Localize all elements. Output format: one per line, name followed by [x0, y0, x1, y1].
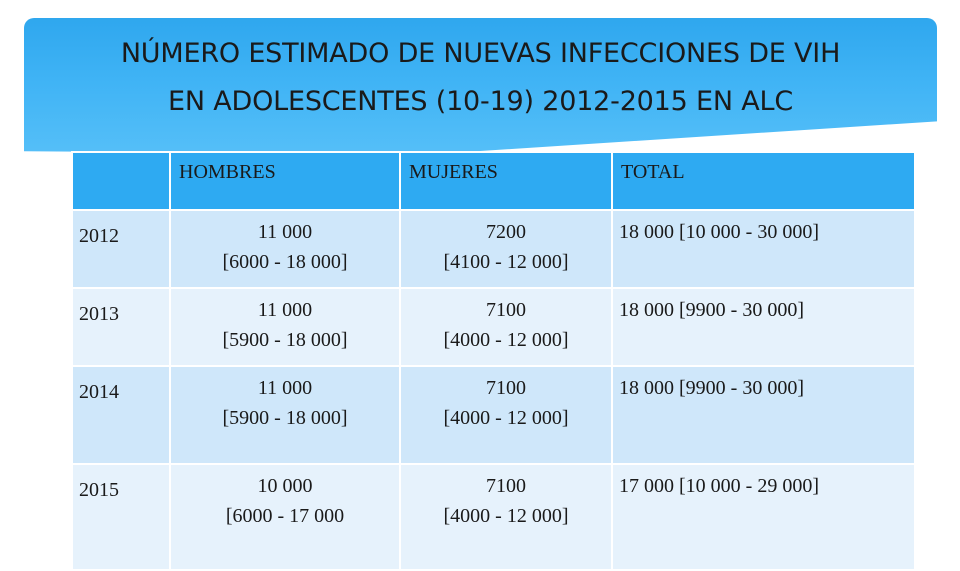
mujeres-estimate: 7200: [486, 221, 526, 243]
mujeres-cell: 7100 [4000 - 12 000]: [399, 365, 613, 465]
mujeres-estimate: 7100: [486, 299, 526, 321]
total-cell: 18 000 [10 000 - 30 000]: [611, 209, 916, 289]
mujeres-range: [4000 - 12 000]: [443, 407, 569, 429]
table-row: 2012 11 000 [6000 - 18 000] 7200 [4100 -…: [71, 209, 916, 289]
total-cell: 18 000 [9900 - 30 000]: [611, 365, 916, 465]
infections-table: HOMBRES MUJERES TOTAL 2012 11 000 [6000 …: [71, 151, 916, 571]
hombres-estimate: 11 000: [257, 221, 313, 243]
year-cell: 2015: [71, 463, 171, 571]
header-cell-empty: [71, 151, 171, 211]
table-row: 2014 11 000 [5900 - 18 000] 7100 [4000 -…: [71, 365, 916, 465]
year-cell: 2013: [71, 287, 171, 367]
title-line-2: EN ADOLESCENTES (10-19) 2012-2015 EN ALC: [167, 86, 794, 117]
hombres-estimate: 11 000: [257, 299, 313, 321]
mujeres-estimate: 7100: [486, 377, 526, 399]
mujeres-range: [4100 - 12 000]: [443, 251, 569, 273]
total-cell: 18 000 [9900 - 30 000]: [611, 287, 916, 367]
hombres-range: [5900 - 18 000]: [222, 407, 348, 429]
hombres-estimate: 11 000: [257, 377, 313, 399]
hombres-range: [5900 - 18 000]: [222, 329, 348, 351]
mujeres-cell: 7200 [4100 - 12 000]: [399, 209, 613, 289]
mujeres-cell: 7100 [4000 - 12 000]: [399, 463, 613, 571]
mujeres-estimate: 7100: [486, 475, 526, 497]
mujeres-range: [4000 - 12 000]: [443, 505, 569, 527]
header-cell-total: TOTAL: [611, 151, 916, 211]
hombres-cell: 10 000 [6000 - 17 000: [169, 463, 401, 571]
table-row: 2015 10 000 [6000 - 17 000 7100 [4000 - …: [71, 463, 916, 571]
table-row: 2013 11 000 [5900 - 18 000] 7100 [4000 -…: [71, 287, 916, 367]
hombres-range: [6000 - 17 000: [225, 505, 345, 527]
slide-title: NÚMERO ESTIMADO DE NUEVAS INFECCIONES DE…: [24, 30, 937, 126]
hombres-cell: 11 000 [5900 - 18 000]: [169, 287, 401, 367]
year-cell: 2012: [71, 209, 171, 289]
header-cell-hombres: HOMBRES: [169, 151, 401, 211]
year-cell: 2014: [71, 365, 171, 465]
mujeres-cell: 7100 [4000 - 12 000]: [399, 287, 613, 367]
hombres-estimate: 10 000: [257, 475, 313, 497]
table-header-row: HOMBRES MUJERES TOTAL: [71, 151, 916, 211]
hombres-range: [6000 - 18 000]: [222, 251, 348, 273]
header-cell-mujeres: MUJERES: [399, 151, 613, 211]
mujeres-range: [4000 - 12 000]: [443, 329, 569, 351]
hombres-cell: 11 000 [5900 - 18 000]: [169, 365, 401, 465]
title-line-1: NÚMERO ESTIMADO DE NUEVAS INFECCIONES DE…: [120, 38, 841, 69]
total-cell: 17 000 [10 000 - 29 000]: [611, 463, 916, 571]
hombres-cell: 11 000 [6000 - 18 000]: [169, 209, 401, 289]
